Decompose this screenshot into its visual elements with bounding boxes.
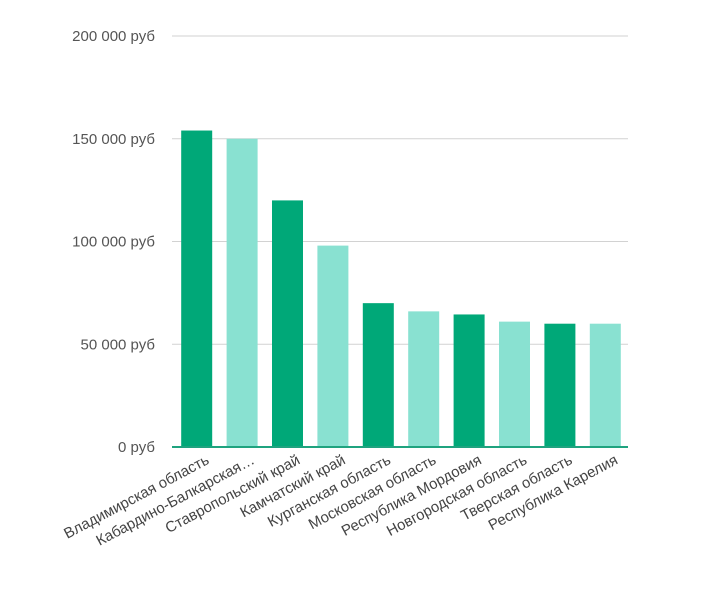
y-axis-tick-labels: 0 руб 50 000 руб 100 000 руб 150 000 руб 200…: [72, 28, 155, 456]
bar: [272, 200, 303, 447]
x-axis-category-labels: Владимирская областьКабардино-Балкарская…: [61, 451, 620, 549]
y-tick-label: 0 руб: [118, 439, 155, 456]
bar: [317, 245, 349, 447]
bar: [499, 321, 530, 447]
bar: [362, 303, 394, 447]
y-tick-label: 100 000 руб: [72, 234, 155, 251]
bar: [544, 323, 576, 447]
bar: [453, 314, 485, 447]
y-tick-label: 150 000 руб: [72, 131, 155, 148]
bar: [226, 138, 258, 447]
bar: [181, 130, 213, 447]
bars: [181, 130, 621, 447]
y-tick-label: 50 000 руб: [81, 336, 155, 353]
y-tick-label: 200 000 руб: [72, 28, 155, 45]
bar: [408, 311, 440, 447]
bar: [589, 323, 621, 447]
